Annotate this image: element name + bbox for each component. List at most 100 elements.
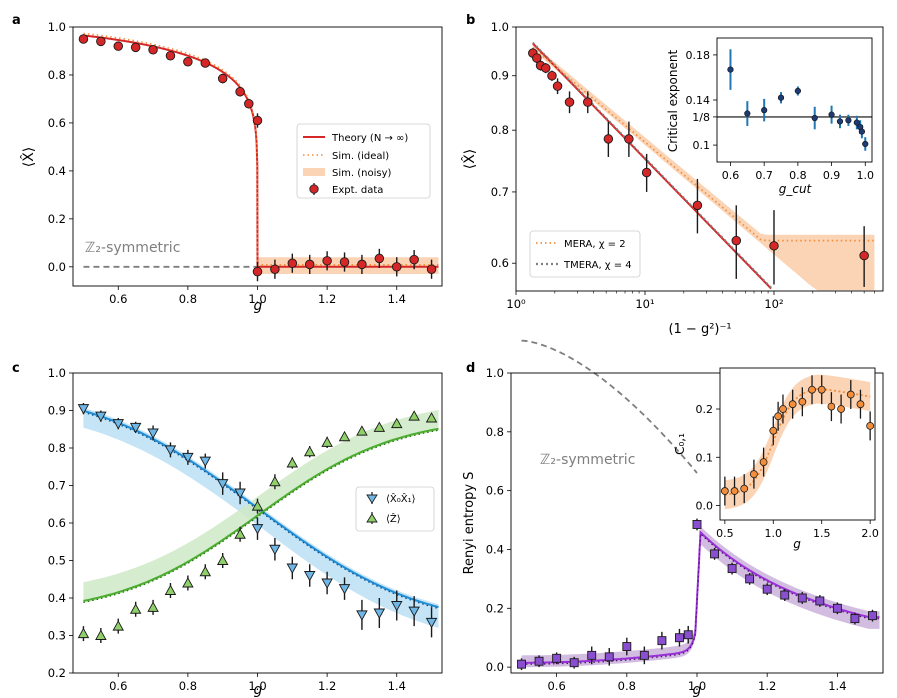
panel-d-xtick-label: 1.4 [828,679,846,693]
inset-point [846,390,855,399]
xx-point [251,524,264,535]
expt-point [252,115,263,126]
panel-a-xtick-label: 1.2 [318,292,336,306]
panel-d-ytick-label: 1.0 [486,366,504,380]
panel-b-ytick-label: 0.9 [491,69,509,83]
xx-point [77,404,90,415]
z-point [303,445,316,457]
panel-d-xlabel: g [693,682,702,698]
expt-point [270,264,280,274]
expt-point [639,650,649,660]
legend-label-sim-ideal: Sim. (ideal) [332,151,389,162]
panel-d-inset-xtick-label: 1.5 [813,527,831,540]
xx-point [356,610,368,621]
panel-d-inset-xtick-label: 2.0 [861,527,879,540]
xx-point [390,601,403,612]
xx-point [112,419,125,430]
expt-point [322,256,332,266]
panel-b-inset-xtick-label: 0.8 [789,169,807,182]
panel-b-xtick-label: 10¹ [635,297,654,311]
panel-b-inset-frame [716,37,873,163]
panel-c-ytick-label: 0.2 [48,666,66,680]
legend-swatch-sim-noisy [303,168,325,176]
expt-point [426,264,437,274]
inset-point [837,405,845,413]
entropy-band [521,526,880,668]
inset-band [724,374,871,510]
xx-band [83,407,439,628]
z-point [356,425,368,436]
z-point [199,565,212,577]
panel-b-inset-ytick-label: 1/8 [692,111,710,124]
inset-point [858,128,865,135]
z2-symmetric-curve [521,339,698,474]
panel-b-frame [515,26,884,292]
theory-curve [83,34,439,268]
inset-point [798,397,807,406]
inset-point [845,117,852,124]
expt-point [692,200,703,211]
panel-d-ytick-label: 0.2 [486,601,504,615]
inset-curve [724,388,871,496]
z-point [147,601,159,612]
panel-c-label: c [12,361,20,376]
xx-point [95,411,107,423]
panel-a-ytick-label: 0.4 [48,164,66,178]
panel-d-xtick-label: 1.0 [688,679,706,693]
expt-point [564,97,575,107]
panel-b-inset-xtick-label: 0.6 [722,169,740,182]
inset-point [853,119,860,126]
panel-a-ytick-label: 0.2 [48,212,66,226]
expt-point [547,70,557,81]
expt-point [357,259,367,270]
legend-label-z: ⟨Ẑ⟩ [386,512,401,525]
z-theory-curve [83,427,439,602]
panel-b-inset-bg [717,38,872,162]
panel-b-ytick-label: 0.7 [491,185,509,199]
panel-d-annotation: ℤ₂-symmetric [540,452,635,468]
panel-b-inset-xtick-label: 0.9 [823,169,841,182]
xx-point [269,544,281,556]
legend-label-mera: MERA, χ = 2 [564,239,626,250]
xx-point [216,479,229,490]
inset-point [750,470,758,479]
expt-point [603,134,614,144]
legend-label-expt: Expt. data [332,185,383,196]
legend-label-tmera: TMERA, χ = 4 [563,260,632,271]
panel-b-inset: 0.6 0.7 0.8 0.9 1.0 0.1 1/8 0.14 0.18 g_cut Crit… [666,37,874,196]
panel-c-ytick-label: 0.8 [48,441,66,455]
panel-c-ytick-label: 0.6 [48,516,66,530]
panel-d: d 0.6 0.8 1.0 1.2 1.4 0.0 0.2 0.4 0.6 0.8 1.0 g Re… [462,339,884,698]
z-point [390,417,403,429]
z-point [216,554,229,565]
inset-point [720,487,729,495]
expt-point [148,45,158,55]
xx-point [408,606,420,618]
panel-d-inset: 0.5 1.0 1.5 2.0 0.0 0.1 0.2 g C₀,₁ [673,367,879,551]
expt-point [200,58,211,68]
panel-d-inset-ylabel: C₀,₁ [673,433,687,455]
panel-d-ytick-label: 0.6 [486,484,504,498]
panel-d-xtick-label: 1.2 [758,679,776,693]
panel-c-legend: ⟨X̂₀X̂₁⟩ ⟨Ẑ⟩ [355,486,435,532]
panel-d-label: d [466,361,475,376]
panel-c-xtick-label: 1.4 [388,679,406,693]
xx-point [321,578,333,589]
inset-point [761,107,768,114]
panel-b-legend: MERA, χ = 2 TMERA, χ = 4 [529,230,641,278]
xx-point [425,617,438,629]
z-point [129,603,142,614]
inset-point [759,458,768,466]
panel-c-ytick-label: 0.7 [48,479,66,493]
expt-point [868,611,877,621]
panel-b-xlabel: (1 − g²)⁻¹ [668,322,731,337]
expt-point [552,653,562,663]
panel-b-inset-ytick-label: 0.1 [693,139,711,152]
panel-c-ytick-label: 1.0 [48,366,66,380]
z-point [408,410,420,421]
expt-point [762,584,772,594]
expt-point [587,650,597,660]
xx-sim-curve [83,411,439,610]
expt-point [797,593,807,603]
panel-d-inset-xlabel: g [793,537,801,551]
